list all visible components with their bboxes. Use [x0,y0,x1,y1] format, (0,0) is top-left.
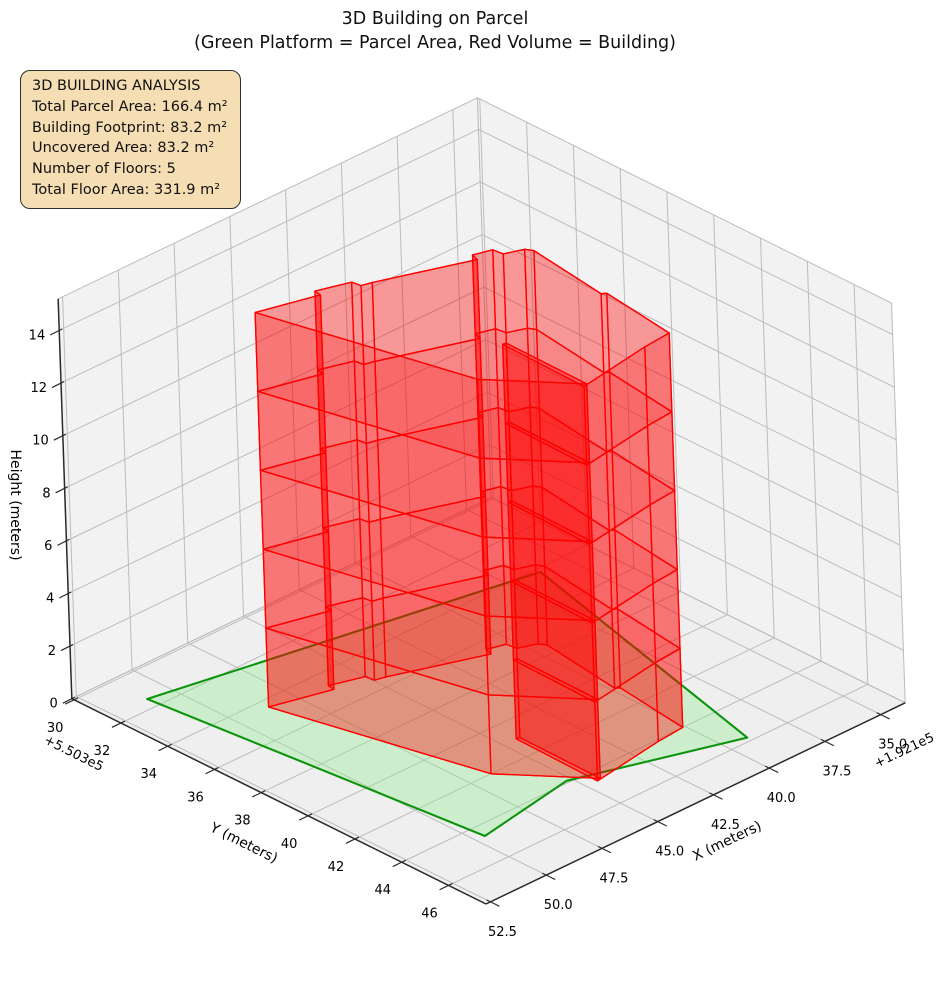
building-wall [644,332,673,427]
z-tick-mark [55,486,68,494]
z-tick-label: 0 [50,697,58,712]
grid-lines [59,98,906,903]
building-wall [652,568,681,664]
y-tick-mark [158,743,173,752]
z-tick-mark [62,696,76,704]
x-axis-spine [485,702,906,905]
building-wall [646,411,676,506]
z-tick-label: 6 [44,539,52,554]
building-floor-5 [254,248,673,466]
z-tick-label: 8 [42,486,50,501]
z-tick-mark [49,328,63,336]
x-tick-label: 42.5 [711,818,740,833]
building-floor-4 [257,327,676,545]
floor-slab [254,248,670,388]
x-tick-mark [597,845,612,854]
y-tick-label: 38 [234,814,251,829]
z-tick-mark [58,591,72,599]
y-tick-mark [64,697,79,705]
x-tick-mark [709,792,723,800]
x-tick-label: 52.5 [488,925,517,940]
y-tick-label: 44 [374,883,391,898]
z-tick-label: 4 [46,591,54,606]
info-line-parcel: Total Parcel Area: 166.4 m² [32,98,228,115]
y-tick-mark [111,720,126,728]
building-wall [484,615,599,701]
y-tick-label: 42 [328,860,345,875]
y-tick-label: 36 [187,790,204,805]
info-line-floorarea: Total Floor Area: 331.9 m² [32,181,221,198]
x-tick-mark [820,738,835,747]
z-tick-label: 2 [48,644,56,659]
chart-title: 3D Building on Parcel (Green Platform = … [0,7,870,55]
x-tick-mark [486,899,500,907]
x-tick-label: 50.0 [544,898,573,913]
y-tick-label: 34 [140,767,157,782]
building [254,248,684,782]
y-tick-label: 32 [94,744,111,759]
building-floor-3 [259,406,678,624]
analysis-info-box: 3D BUILDING ANALYSIS Total Parcel Area: … [20,70,241,209]
info-line-footprint: Building Footprint: 83.2 m² [32,119,228,136]
z-tick-mark [60,644,74,652]
building-wall [654,647,684,743]
building-wall [649,490,678,585]
x-tick-label: 40.0 [767,791,796,806]
building-floor-2 [262,485,681,703]
z-tick-label: 12 [30,381,47,396]
x-tick-label: 45.0 [655,845,684,860]
y-tick-label: 30 [47,721,64,736]
x-tick-label: 35.0 [878,738,907,753]
building-wall [476,378,591,464]
z-tick-mark [51,381,65,389]
y-tick-label: 40 [281,837,298,852]
y-tick-mark [298,813,313,821]
y-tick-mark [345,836,360,844]
x-tick-mark [653,819,667,827]
x-tick-mark [876,712,890,720]
info-line-header: 3D BUILDING ANALYSIS [32,78,201,94]
z-tick-mark [53,433,67,441]
z-axis-label: Height (meters) [7,449,23,560]
x-tick-mark [764,765,779,774]
building-floor-1 [265,564,684,782]
info-line-uncovered: Uncovered Area: 83.2 m² [32,140,215,157]
z-tick-label: 10 [32,434,49,449]
building-wall [487,694,601,780]
x-tick-label: 47.5 [599,871,628,886]
z-tick-mark [57,538,70,546]
building-wall [479,457,593,543]
z-tick-label: 14 [29,328,46,343]
chart-title-line2: (Green Platform = Parcel Area, Red Volum… [194,33,676,53]
y-tick-mark [252,790,266,798]
y-tick-mark [392,859,407,868]
z-axis-spine [57,298,73,699]
y-tick-label: 46 [421,906,438,921]
chart-title-line1: 3D Building on Parcel [341,9,529,29]
info-line-floors: Number of Floors: 5 [32,161,176,178]
building-wall [482,536,596,622]
y-tick-mark [205,766,219,775]
x-tick-label: 37.5 [822,764,851,779]
x-tick-mark [541,872,556,881]
y-tick-mark [439,882,453,891]
y-axis-spine [71,698,487,905]
